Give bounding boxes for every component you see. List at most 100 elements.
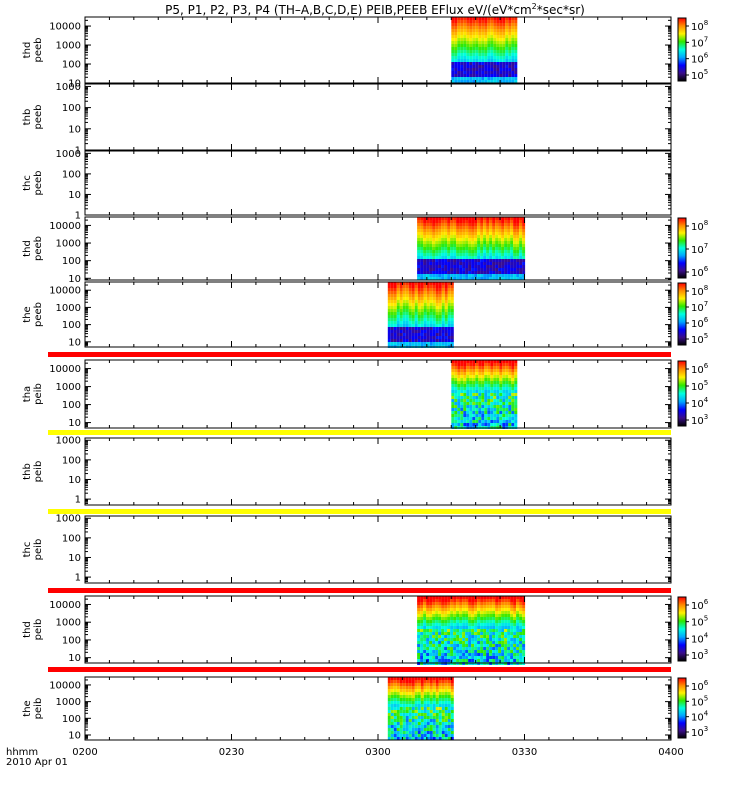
- spectrogram-cell: [496, 420, 500, 423]
- spectrogram-cell: [402, 333, 406, 336]
- spectrogram-cell: [441, 336, 445, 339]
- spectrogram-cell: [429, 698, 433, 701]
- spectrogram-cell: [468, 608, 472, 611]
- spectrogram-cell: [487, 378, 491, 381]
- spectrogram-cell: [519, 235, 523, 238]
- spectrogram-cell: [495, 250, 499, 253]
- spectrogram-cell: [450, 656, 454, 659]
- spectrogram-cell: [481, 384, 485, 387]
- y-tick-label: 100: [62, 635, 81, 646]
- spectrogram-cell: [405, 315, 409, 318]
- spectrogram-cell: [519, 217, 523, 220]
- spectrogram-cell: [510, 599, 514, 602]
- spectrogram-cell: [519, 226, 523, 229]
- spectrogram-cell: [462, 271, 466, 274]
- spectrogram-cell: [450, 220, 454, 223]
- spectrogram-cell: [459, 647, 463, 650]
- spectrogram-cell: [459, 217, 463, 220]
- spectrogram-cell: [435, 342, 439, 345]
- spectrogram-cell: [444, 318, 448, 321]
- spectrogram-cell: [441, 220, 445, 223]
- spectrogram-cell: [438, 303, 442, 306]
- spectrogram-cell: [444, 644, 448, 647]
- spectrogram-cell: [444, 680, 448, 683]
- spectrogram-cell: [514, 396, 518, 399]
- spectrogram-cell: [453, 635, 457, 638]
- spectrogram-cell: [499, 62, 503, 65]
- spectrogram-cell: [447, 608, 451, 611]
- spectrogram-cell: [450, 623, 454, 626]
- spectrogram-cell: [514, 41, 518, 44]
- spectrogram-cell: [417, 232, 421, 235]
- spectrogram-cell: [408, 707, 412, 710]
- spectrogram-cell: [456, 259, 460, 262]
- y-tick-label: 10000: [49, 286, 81, 297]
- spectrogram-cell: [435, 315, 439, 318]
- spectrogram-cell: [492, 259, 496, 262]
- spectrogram-cell: [463, 23, 467, 26]
- spectrogram-cell: [417, 256, 421, 259]
- spectrogram-cell: [402, 707, 406, 710]
- spectrogram-cell: [510, 241, 514, 244]
- spectrogram-cell: [441, 223, 445, 226]
- spectrogram-cell: [496, 417, 500, 420]
- spectrogram-cell: [489, 253, 493, 256]
- spectrogram-cell: [435, 704, 439, 707]
- spectrogram-cell: [420, 318, 424, 321]
- spectrogram-cell: [441, 277, 445, 280]
- spectrogram-cell: [466, 405, 470, 408]
- spectrogram-cell: [459, 244, 463, 247]
- spectrogram-cell: [450, 297, 454, 300]
- spectrogram-cell: [444, 241, 448, 244]
- spectrogram-cell: [450, 288, 454, 291]
- spectrogram-cell: [490, 47, 494, 50]
- spectrogram-cell: [435, 725, 439, 728]
- spectrogram-cell: [387, 731, 391, 734]
- spectrogram-cell: [493, 378, 497, 381]
- spectrogram-cell: [507, 650, 511, 653]
- spectrogram-cell: [478, 74, 482, 77]
- spectrogram-cell: [522, 274, 526, 277]
- spectrogram-cell: [472, 44, 476, 47]
- y-tick-label: 100: [62, 455, 81, 466]
- spectrogram-cell: [468, 256, 472, 259]
- spectrogram-cell: [432, 608, 436, 611]
- spectrogram-cell: [444, 683, 448, 686]
- spectrogram-cell: [489, 632, 493, 635]
- spectrogram-cell: [450, 611, 454, 614]
- spectrogram-cell: [451, 411, 455, 414]
- spectrogram-cell: [489, 647, 493, 650]
- spectrogram-cell: [478, 360, 482, 363]
- spectrogram-cell: [466, 62, 470, 65]
- spectrogram-cell: [453, 653, 457, 656]
- spectrogram-cell: [499, 369, 503, 372]
- spectrogram-cell: [505, 414, 509, 417]
- spectrogram-cell: [490, 384, 494, 387]
- spectrogram-cell: [483, 632, 487, 635]
- spectrogram-cell: [417, 614, 421, 617]
- spectrogram-cell: [429, 683, 433, 686]
- spectrogram-cell: [429, 605, 433, 608]
- spectrogram-cell: [438, 728, 442, 731]
- spectrogram-cell: [447, 256, 451, 259]
- y-axis-label: the: [22, 700, 33, 716]
- spectrogram-cell: [492, 602, 496, 605]
- spectrogram-cell: [495, 644, 499, 647]
- spectrogram-cell: [405, 731, 409, 734]
- spectrogram-cell: [408, 333, 412, 336]
- spectrogram-cell: [420, 620, 424, 623]
- spectrogram-cell: [411, 291, 415, 294]
- spectrogram-cell: [411, 728, 415, 731]
- spectrogram-cell: [522, 641, 526, 644]
- spectrogram-cell: [420, 217, 424, 220]
- y-tick-label: 100: [62, 103, 81, 114]
- spectrogram-cell: [472, 68, 476, 71]
- spectrogram-cell: [393, 315, 397, 318]
- spectrogram-cell: [459, 644, 463, 647]
- spectrogram-cell: [453, 644, 457, 647]
- spectrogram-cell: [451, 360, 455, 363]
- spectrogram-cell: [435, 680, 439, 683]
- spectrogram-cell: [450, 614, 454, 617]
- spectrogram-cell: [465, 232, 469, 235]
- spectrogram-cell: [478, 372, 482, 375]
